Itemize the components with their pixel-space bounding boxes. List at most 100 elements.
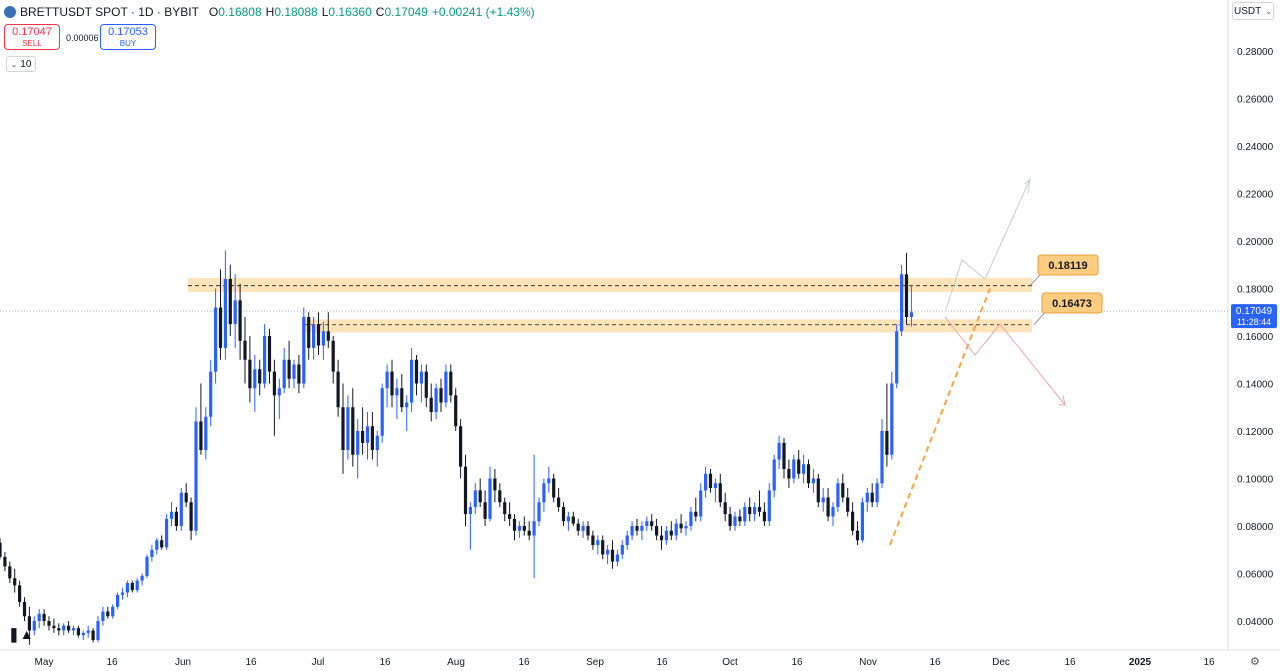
candle-body — [253, 369, 257, 389]
candle-body — [806, 464, 811, 484]
y-tick-label: 0.22000 — [1237, 190, 1274, 201]
candle-body — [140, 575, 144, 581]
candle-body — [841, 483, 845, 498]
candle-body — [880, 431, 884, 484]
candle-body — [757, 507, 762, 512]
y-tick-label: 0.10000 — [1237, 475, 1274, 486]
candle-body — [655, 526, 659, 536]
candle-body — [566, 516, 570, 522]
candle-body — [155, 540, 159, 550]
candle-body — [904, 274, 909, 317]
candle-body — [537, 502, 541, 522]
candle-body — [606, 549, 610, 555]
resistance-zone — [304, 319, 1032, 333]
currency-value: USDT — [1234, 5, 1262, 17]
sell-button[interactable]: 0.17047 SELL — [4, 24, 60, 50]
candle-body — [659, 535, 664, 541]
candle-body — [434, 388, 438, 412]
candle-body — [718, 483, 722, 503]
candle-body — [13, 578, 17, 586]
candle-body — [199, 421, 203, 450]
candle-body — [797, 459, 801, 474]
candle-body — [336, 371, 340, 408]
low-label: L — [321, 5, 329, 19]
candle-body — [385, 371, 389, 389]
candle-body — [18, 585, 22, 602]
candle-body — [468, 507, 472, 515]
candle-body — [365, 426, 370, 443]
resistance-zone — [188, 277, 1032, 293]
candle-body — [218, 307, 223, 348]
gear-icon[interactable]: ⚙ — [1250, 656, 1260, 668]
bearish-arrow-head — [1059, 395, 1066, 406]
candle-body — [615, 554, 619, 562]
candle-body — [238, 300, 242, 341]
candle-body — [22, 602, 27, 617]
x-tick-label: 16 — [106, 657, 118, 668]
candle-body — [449, 371, 453, 396]
candle-body — [405, 402, 409, 408]
candle-body — [855, 530, 860, 541]
callout-label: 0.16473 — [1052, 298, 1092, 310]
candle-body — [875, 483, 879, 503]
candle-body — [111, 606, 115, 617]
candle-body — [292, 364, 296, 379]
quantity-selector[interactable]: ⌄ 10 — [6, 56, 36, 72]
candle-body — [86, 630, 90, 633]
quantity-value: 10 — [20, 58, 32, 70]
candle-body — [258, 369, 262, 384]
candle-body — [826, 497, 830, 517]
candle-body — [71, 628, 76, 631]
candle-body — [508, 514, 512, 519]
candle-body — [860, 502, 864, 541]
candle-body — [370, 426, 374, 450]
open-value: 0.16808 — [218, 5, 262, 19]
candle-body — [287, 359, 291, 379]
candle-body — [708, 473, 713, 488]
candle-body — [802, 464, 806, 474]
buy-button[interactable]: 0.17053 BUY — [100, 24, 156, 50]
candle-body — [160, 540, 164, 548]
y-tick-label: 0.12000 — [1237, 427, 1274, 438]
bearish-projection-path — [944, 316, 1066, 406]
candle-body — [684, 526, 688, 529]
candle-body — [522, 526, 526, 531]
candle-body — [326, 331, 330, 341]
candle-body — [390, 371, 394, 396]
candle-body — [91, 630, 95, 640]
candle-body — [0, 542, 2, 557]
candle-body — [895, 331, 899, 384]
candle-body — [174, 511, 178, 526]
tradingview-logo-icon[interactable]: ❚▲ — [8, 626, 34, 642]
candle-body — [576, 523, 580, 531]
sell-label: SELL — [22, 39, 42, 48]
candle-body — [62, 625, 66, 631]
candle-body — [444, 371, 448, 403]
candle-body — [777, 442, 781, 460]
candle-body — [561, 507, 566, 522]
chevron-down-icon: ⌄ — [10, 59, 18, 69]
candle-body — [679, 523, 683, 529]
x-tick-label: 16 — [379, 657, 391, 668]
candle-body — [312, 324, 316, 348]
low-value: 0.16360 — [328, 5, 372, 19]
candle-body — [439, 388, 443, 403]
x-tick-label: Aug — [447, 657, 465, 668]
candle-body — [635, 526, 639, 531]
currency-selector[interactable]: USDT ⌄ — [1232, 2, 1274, 20]
candle-body — [125, 583, 129, 593]
candle-body — [361, 431, 365, 443]
candle-body — [194, 421, 198, 531]
spread-value: 0.00006 — [66, 33, 99, 43]
change-value: +0.00241 (+1.43%) — [431, 5, 535, 19]
candle-body — [380, 388, 384, 436]
candle-body — [669, 530, 673, 536]
candle-body — [76, 628, 80, 636]
symbol-title[interactable]: BRETTUSDT SPOT · 1D · BYBIT — [20, 5, 199, 19]
x-tick-label: Jun — [175, 657, 191, 668]
candle-body — [743, 507, 747, 522]
candle-body — [150, 549, 154, 557]
x-tick-label: Jul — [312, 657, 325, 668]
candle-body — [282, 359, 286, 389]
